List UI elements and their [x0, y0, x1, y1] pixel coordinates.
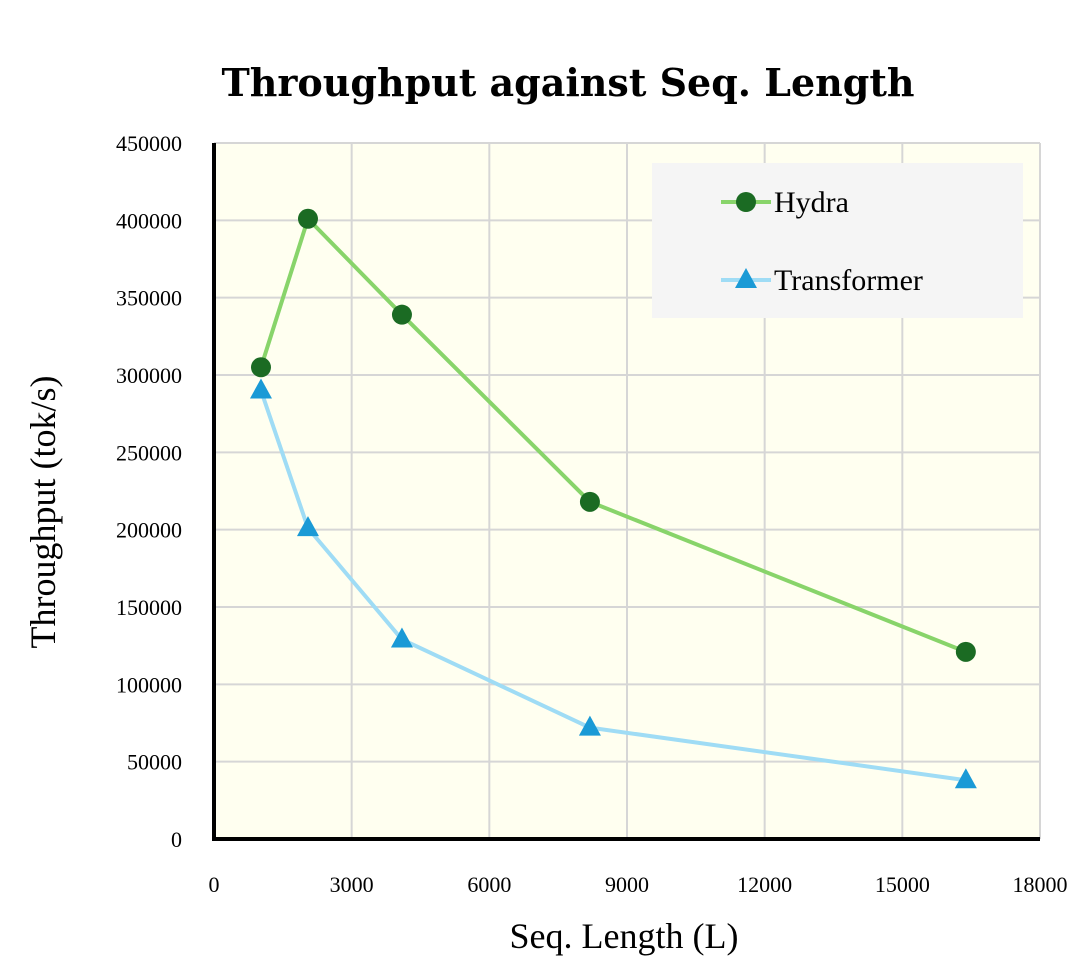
x-tick-label: 15000: [875, 872, 930, 897]
series-group: [249, 208, 977, 789]
data-point-hydra: [955, 641, 976, 662]
legend-box: [652, 163, 1023, 318]
legend: Hydra Transformer: [652, 163, 1023, 318]
x-tick-label: 9000: [605, 872, 649, 897]
chart-title: Throughput against Seq. Length: [221, 60, 914, 105]
y-tick-label: 100000: [116, 672, 182, 697]
y-tick-label: 350000: [116, 286, 182, 311]
y-tick-label: 150000: [116, 595, 182, 620]
data-point-hydra: [579, 491, 600, 512]
data-point-hydra: [391, 304, 412, 325]
data-point-transformer: [954, 768, 977, 789]
y-tick-labels: 0 50000 100000 150000 200000 250000 300000 3500…: [116, 131, 182, 852]
legend-marker-transformer: [735, 268, 757, 288]
legend-marker-hydra: [736, 192, 756, 212]
x-tick-label: 18000: [1013, 872, 1068, 897]
data-point-transformer: [578, 715, 601, 736]
x-tick-label: 0: [209, 872, 220, 897]
y-tick-label: 400000: [116, 208, 182, 233]
data-point-transformer: [390, 627, 413, 648]
y-axis-title: Throughput (tok/s): [23, 376, 63, 649]
legend-label-transformer: Transformer: [774, 264, 923, 297]
y-tick-label: 50000: [127, 750, 182, 775]
data-point-transformer: [296, 516, 319, 537]
data-point-hydra: [297, 208, 318, 229]
x-tick-label: 3000: [330, 872, 374, 897]
legend-label-hydra: Hydra: [774, 186, 849, 219]
y-tick-label: 300000: [116, 363, 182, 388]
x-tick-label: 6000: [467, 872, 511, 897]
y-tick-label: 250000: [116, 440, 182, 465]
y-tick-label: 200000: [116, 518, 182, 543]
x-tick-label: 12000: [737, 872, 792, 897]
y-tick-label: 450000: [116, 131, 182, 156]
y-tick-label: 0: [171, 827, 182, 852]
x-axis-title: Seq. Length (L): [510, 916, 739, 956]
data-point-hydra: [250, 357, 271, 378]
data-point-transformer: [249, 378, 272, 399]
x-tick-labels: 0 3000 6000 9000 12000 15000 18000: [209, 872, 1068, 897]
